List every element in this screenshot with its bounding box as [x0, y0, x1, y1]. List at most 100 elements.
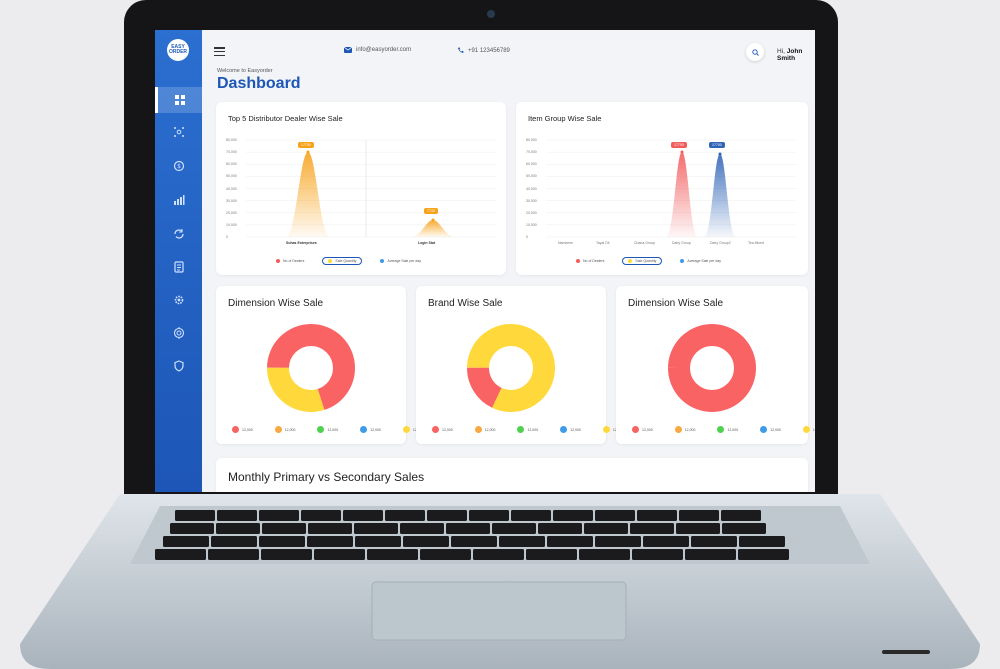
donut-slice[interactable] [267, 324, 355, 412]
keyboard-key [308, 523, 352, 534]
welcome-text: Welcome to Easyorder [217, 68, 273, 74]
donut-slice[interactable] [668, 324, 756, 412]
itemgroup-tooltip-2: 17700 [709, 142, 725, 148]
keyboard-key [385, 510, 425, 521]
sidebar-item-orders[interactable]: $ [155, 153, 202, 179]
sidebar-item-catalog[interactable] [155, 254, 202, 280]
gear-icon [174, 295, 183, 305]
network-icon [173, 127, 184, 137]
card-top5-distributor: Top 5 Distributor Dealer Wise Sale 17700… [216, 102, 506, 275]
legend-item[interactable]: 12,000 [632, 426, 653, 433]
sidebar-item-targets[interactable] [155, 320, 202, 346]
legend-item[interactable]: 12,000 [360, 426, 381, 433]
email-contact[interactable]: info@easyorder.com [344, 47, 411, 53]
sidebar-item-security[interactable] [155, 353, 202, 379]
shield-icon [173, 360, 184, 372]
keyboard-key [579, 549, 630, 560]
legend-item[interactable]: 12,000 [232, 426, 253, 433]
sidebar-item-settings[interactable] [155, 287, 202, 313]
donut-slice[interactable] [267, 324, 355, 412]
keyboard-key [473, 549, 524, 560]
keyboard-key [547, 536, 593, 547]
legend-item[interactable]: Sale Quantity [622, 257, 663, 265]
legend-item[interactable]: No of Dealers [576, 257, 604, 265]
legend-item[interactable]: 12,000 [560, 426, 581, 433]
y-tick-label: 30,000 [526, 198, 537, 203]
keyboard-key [262, 523, 306, 534]
card-title: Dimension Wise Sale [628, 298, 724, 309]
keyboard-key [259, 536, 305, 547]
legend-item[interactable]: 12,000 [432, 426, 453, 433]
phone-contact[interactable]: +91 123456789 [457, 47, 510, 54]
sidebar: EASY ORDER $ [155, 30, 202, 492]
legend-item[interactable]: 12,000 [802, 426, 815, 433]
search-icon [751, 48, 759, 56]
donut-slice[interactable] [467, 324, 555, 412]
y-tick-label: 80,000 [526, 138, 537, 142]
y-tick-label: 40,000 [526, 186, 537, 191]
y-tick-label: 0 [226, 235, 228, 239]
mail-icon [344, 47, 352, 53]
sidebar-item-dashboard[interactable] [155, 87, 202, 113]
brand-donut-chart [467, 324, 555, 412]
document-icon [173, 261, 184, 273]
keyboard[interactable] [155, 510, 789, 560]
keyboard-key [584, 523, 628, 534]
keyboard-key [499, 536, 545, 547]
keyboard-key [216, 523, 260, 534]
keyboard-key [679, 510, 719, 521]
legend-item[interactable]: Sale Quantity [322, 257, 363, 265]
keyboard-key [400, 523, 444, 534]
itemgroup-area-chart [546, 139, 796, 238]
sidebar-item-network[interactable] [155, 119, 202, 145]
search-button[interactable] [746, 43, 764, 61]
screen: EASY ORDER $ i [155, 30, 815, 492]
keyboard-key [553, 510, 593, 521]
sidebar-item-reports[interactable] [155, 187, 202, 213]
keyboard-key [427, 510, 467, 521]
app-logo[interactable]: EASY ORDER [167, 39, 189, 61]
y-tick-label: 60,000 [226, 162, 237, 167]
card-item-group: Item Group Wise Sale 17700 17700 80,000 7… [516, 102, 808, 275]
card-dimension-wise-sale-2: Dimension Wise Sale 12,000 12,000 12,000 12… [616, 286, 815, 444]
legend-item[interactable]: Average Sale per day [680, 257, 721, 265]
keyboard-key [163, 536, 209, 547]
legend-item[interactable]: Average Sale per day [380, 257, 421, 265]
y-tick-label: 50,000 [226, 174, 237, 179]
keyboard-key [739, 536, 785, 547]
donut-slice[interactable] [467, 324, 555, 412]
legend-item[interactable]: 12,000 [274, 426, 295, 433]
sync-icon [173, 229, 184, 239]
chart-legend: No of Dealers Sale Quantity Average Sale… [276, 257, 421, 265]
itemgroup-tooltip-1: 17700 [671, 142, 687, 148]
sidebar-item-sync[interactable] [155, 221, 202, 247]
donut-legend: 12,000 12,000 12,000 12,000 12,000 [632, 426, 815, 433]
legend-item[interactable]: 12,000 [517, 426, 538, 433]
x-tick-label: Dairy Group2 [710, 241, 731, 245]
keyboard-key [355, 536, 401, 547]
legend-item[interactable]: 12,000 [717, 426, 738, 433]
legend-item[interactable]: 12,000 [317, 426, 338, 433]
keyboard-key [301, 510, 341, 521]
legend-item[interactable]: No of Dealers [276, 257, 304, 265]
legend-item[interactable]: 12,000 [474, 426, 495, 433]
keyboard-key [538, 523, 582, 534]
keyboard-key [211, 536, 257, 547]
keyboard-key [261, 549, 312, 560]
card-monthly-sales: Monthly Primary vs Secondary Sales [216, 458, 808, 492]
x-tick-label: Namkeen [558, 241, 573, 245]
menu-icon[interactable] [214, 47, 225, 56]
legend-item[interactable]: 12,000 [760, 426, 781, 433]
keyboard-key [643, 536, 689, 547]
grid-icon [175, 95, 185, 105]
legend-item[interactable]: 12,000 [674, 426, 695, 433]
y-tick-label: 20,000 [526, 210, 537, 215]
x-tick-label: Dairy Group [672, 241, 691, 245]
keyboard-key [526, 549, 577, 560]
user-name: John Smith [777, 48, 803, 62]
keyboard-key [722, 523, 766, 534]
dimension2-donut-chart [668, 324, 756, 412]
trackpad[interactable] [371, 581, 627, 641]
page-title: Dashboard [217, 75, 301, 92]
